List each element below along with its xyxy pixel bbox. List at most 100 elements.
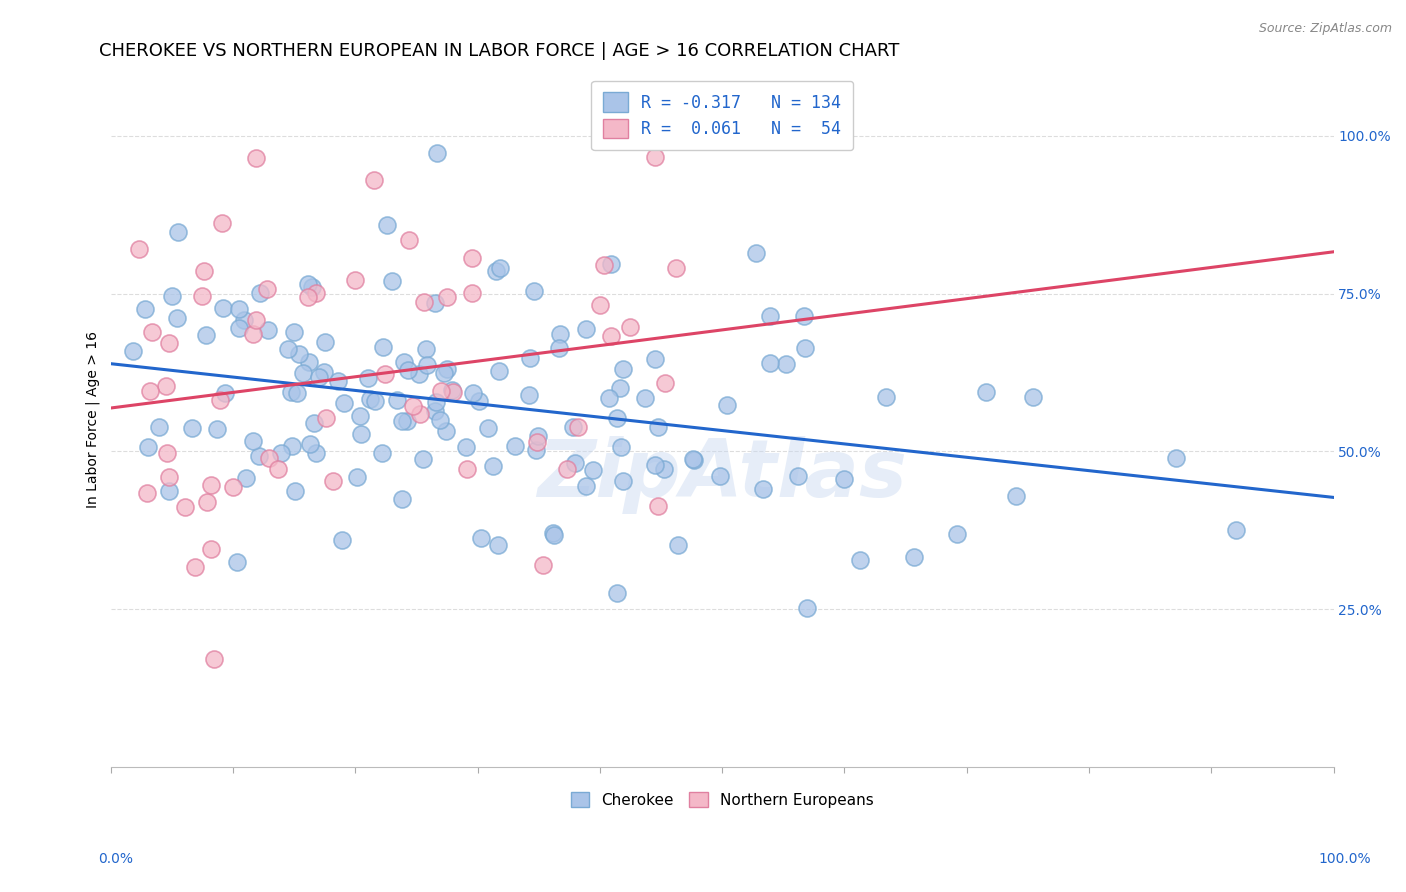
Point — [461, 252, 484, 266]
Point — [440, 383, 463, 397]
Point — [461, 286, 484, 301]
Point — [357, 371, 380, 385]
Point — [314, 334, 336, 349]
Point — [644, 150, 666, 164]
Point — [304, 416, 326, 430]
Point — [588, 298, 610, 312]
Point — [381, 274, 404, 288]
Point — [600, 329, 623, 343]
Point — [606, 411, 628, 425]
Point — [456, 440, 478, 454]
Point — [849, 552, 872, 566]
Text: CHEROKEE VS NORTHERN EUROPEAN IN LABOR FORCE | AGE > 16 CORRELATION CHART: CHEROKEE VS NORTHERN EUROPEAN IN LABOR F… — [98, 42, 898, 60]
Point — [557, 462, 579, 476]
Text: ZipAtlas: ZipAtlas — [537, 436, 907, 515]
Point — [1164, 451, 1187, 466]
Point — [364, 393, 387, 408]
Point — [523, 285, 546, 299]
Point — [425, 395, 447, 409]
Point — [280, 385, 302, 400]
Point — [682, 452, 704, 467]
Point — [470, 531, 492, 545]
Point — [297, 277, 319, 291]
Point — [517, 388, 540, 402]
Point — [305, 285, 328, 300]
Point — [193, 264, 215, 278]
Point — [716, 398, 738, 412]
Point — [527, 429, 550, 443]
Point — [564, 456, 586, 470]
Point — [531, 558, 554, 572]
Point — [486, 538, 509, 552]
Point — [575, 479, 598, 493]
Point — [173, 500, 195, 514]
Point — [488, 261, 510, 276]
Point — [609, 441, 631, 455]
Point — [598, 391, 620, 405]
Point — [647, 419, 669, 434]
Point — [606, 585, 628, 599]
Point — [634, 391, 657, 405]
Point — [285, 386, 308, 401]
Point — [599, 257, 621, 271]
Point — [412, 294, 434, 309]
Point — [408, 367, 430, 381]
Point — [211, 216, 233, 230]
Point — [301, 280, 323, 294]
Point — [485, 264, 508, 278]
Point — [416, 358, 439, 372]
Point — [359, 392, 381, 407]
Point — [122, 344, 145, 359]
Point — [136, 485, 159, 500]
Point — [526, 434, 548, 449]
Point — [181, 421, 204, 435]
Point — [242, 434, 264, 449]
Point — [346, 470, 368, 484]
Point — [200, 478, 222, 492]
Point — [281, 439, 304, 453]
Point — [423, 296, 446, 310]
Point — [1005, 489, 1028, 503]
Point — [423, 404, 446, 418]
Point — [1225, 524, 1247, 538]
Point — [524, 442, 547, 457]
Point — [548, 327, 571, 342]
Point — [543, 528, 565, 542]
Point — [412, 451, 434, 466]
Point — [387, 392, 409, 407]
Point — [654, 376, 676, 391]
Point — [375, 218, 398, 232]
Point — [402, 399, 425, 413]
Point — [202, 652, 225, 666]
Point — [609, 381, 631, 395]
Point — [134, 301, 156, 316]
Point — [488, 363, 510, 377]
Point — [593, 258, 616, 272]
Point — [194, 327, 217, 342]
Point — [567, 420, 589, 434]
Point — [209, 392, 232, 407]
Point — [155, 378, 177, 392]
Point — [333, 396, 356, 410]
Point — [575, 322, 598, 336]
Point — [326, 375, 349, 389]
Point — [226, 555, 249, 569]
Point — [256, 282, 278, 296]
Point — [429, 413, 451, 427]
Point — [415, 342, 437, 356]
Point — [184, 560, 207, 574]
Text: Source: ZipAtlas.com: Source: ZipAtlas.com — [1258, 22, 1392, 36]
Point — [270, 445, 292, 459]
Point — [298, 354, 321, 368]
Point — [541, 525, 564, 540]
Point — [242, 326, 264, 341]
Point — [398, 233, 420, 247]
Point — [305, 445, 328, 459]
Point — [709, 469, 731, 483]
Point — [652, 462, 675, 476]
Point — [391, 413, 413, 427]
Point — [477, 421, 499, 435]
Point — [392, 355, 415, 369]
Point — [277, 342, 299, 356]
Point — [308, 370, 330, 384]
